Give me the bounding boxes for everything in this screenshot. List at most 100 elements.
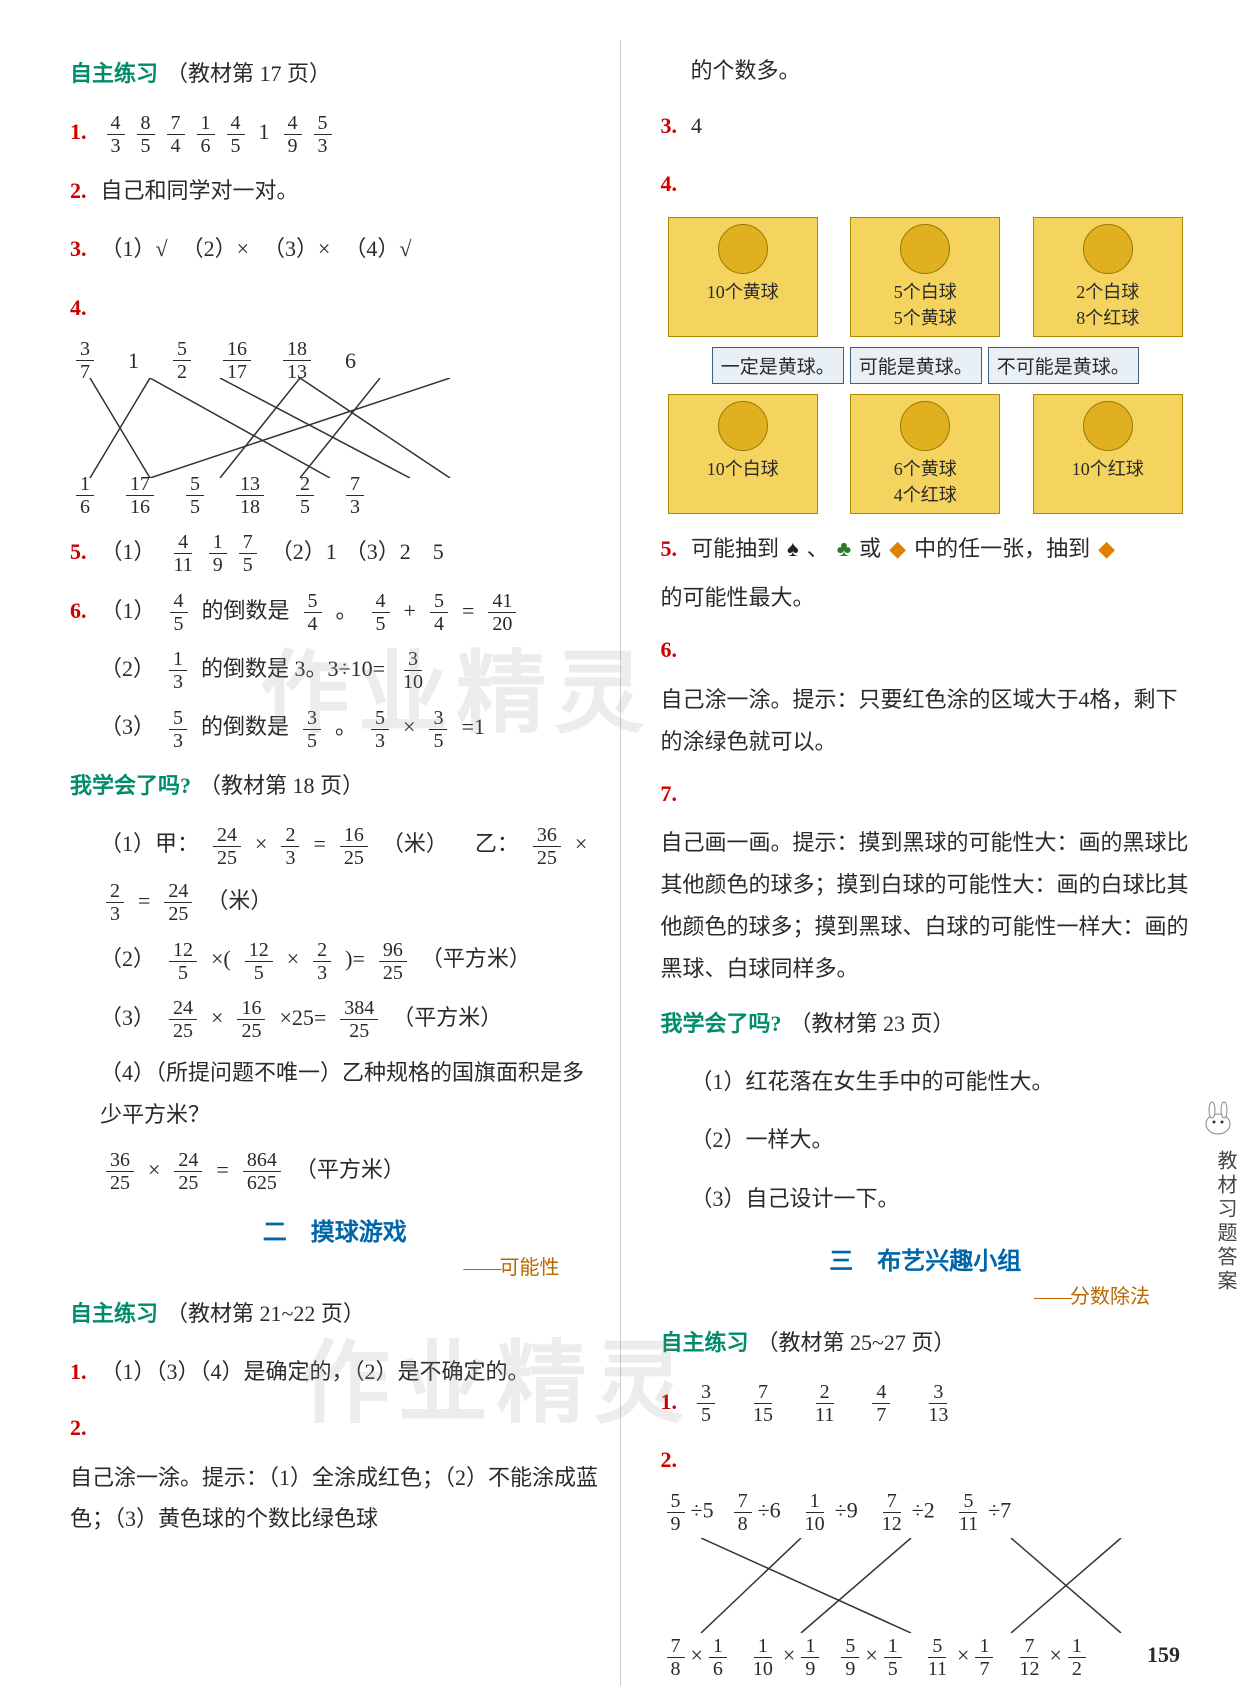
fraction: 864625 (243, 1149, 281, 1194)
ball-icon (718, 401, 768, 451)
fraction: 1716 (126, 473, 154, 518)
fraction: 411 (170, 531, 197, 576)
fraction: 3625 (106, 1149, 134, 1194)
fraction: 125 (169, 939, 197, 984)
fraction: 37 (76, 338, 94, 383)
c1: 1. 35 715 211 47 313 (661, 1378, 1191, 1426)
sec4-title: 我学会了吗? (661, 1000, 782, 1048)
q1-num: 1. (70, 108, 87, 156)
r7: 7. 自己画一画。提示：摸到黑球的可能性大：画的黑球比其他颜色的球多；摸到白球的… (661, 773, 1191, 990)
right-column: 的个数多。 3. 4 4. 10个黄球5个白球5个黄球2个白球8个红球 一定是黄… (661, 40, 1191, 1686)
ball-icon (900, 401, 950, 451)
fraction: 53 (371, 707, 389, 752)
fraction: 1813 (283, 338, 311, 383)
page-number: 159 (1147, 1642, 1180, 1668)
fraction: 2425 (174, 1149, 202, 1194)
fraction: 511 (924, 1635, 951, 1680)
q5: 5. （1） 4111975 （2）1 （3）2 5 (70, 528, 600, 576)
label-cell: 一定是黄球。 (712, 347, 844, 384)
fraction: 78 (734, 1490, 752, 1535)
q3: 3. （1）√（2）×（3）×（4）√ (70, 225, 600, 273)
fraction: 2425 (213, 824, 241, 869)
s4-1: （1）红花落在女生手中的可能性大。 (661, 1058, 1191, 1106)
ball-box: 2个白球8个红球 (1033, 217, 1183, 337)
ball-box: 10个黄球 (668, 217, 818, 337)
fraction: 9625 (379, 939, 407, 984)
fraction: 12 (1068, 1635, 1086, 1680)
q1: 1. 4385741645 1 4953 (70, 108, 600, 156)
ball-icon (1083, 401, 1133, 451)
s4-2: （2）一样大。 (661, 1116, 1191, 1164)
ball-icon (1083, 224, 1133, 274)
fraction: 19 (209, 531, 227, 576)
ball-icon (900, 224, 950, 274)
fraction: 55 (186, 473, 204, 518)
sec2-ref: （教材第 18 页） (199, 762, 364, 810)
fraction: 53 (169, 707, 187, 752)
sec2-title: 我学会了吗? (70, 762, 191, 810)
chap3-sub: 分数除法 (661, 1280, 1191, 1309)
fraction: 1625 (237, 997, 265, 1042)
fraction: 45 (372, 590, 390, 635)
l5: 3625× 2425= 864625（平方米） (70, 1146, 600, 1194)
sec3-title: 自主练习 (70, 1290, 158, 1338)
fraction: 74 (167, 112, 185, 157)
sec1-ref: （教材第 17 页） (166, 50, 331, 98)
s3-2: 2. 自己涂一涂。提示：（1）全涂成红色；（2）不能涂成蓝色；（3）黄色球的个数… (70, 1407, 600, 1540)
s3-1: 1. （1）（3）（4）是确定的，（2）是不确定的。 (70, 1348, 600, 1396)
fraction: 1625 (340, 824, 368, 869)
s4-3: （3）自己设计一下。 (661, 1175, 1191, 1223)
fraction: 1617 (223, 338, 251, 383)
fraction: 16 (197, 112, 215, 157)
fraction: 110 (749, 1635, 777, 1680)
fraction: 78 (667, 1635, 685, 1680)
r5: 5. 可能抽到 ♠、 ♣ 或 ◆ 中的任一张，抽到 ◆ 的可能性最大。 (661, 528, 1191, 620)
fraction: 16 (76, 473, 94, 518)
label-cell: 可能是黄球。 (850, 347, 982, 384)
bunny-icon (1200, 1100, 1236, 1136)
fraction: 59 (667, 1490, 685, 1535)
box-diagram: 10个黄球5个白球5个黄球2个白球8个红球 一定是黄球。可能是黄球。不可能是黄球… (661, 217, 1191, 514)
fraction: 17 (975, 1635, 993, 1680)
fraction: 3625 (533, 824, 561, 869)
fraction: 19 (801, 1635, 819, 1680)
fraction: 43 (107, 112, 125, 157)
fraction: 45 (227, 112, 245, 157)
fraction: 125 (245, 939, 273, 984)
ball-icon (718, 224, 768, 274)
spade-icon: ♠ (787, 528, 799, 570)
diamond-icon: ◆ (1098, 528, 1115, 570)
fraction: 73 (346, 473, 364, 518)
fraction: 313 (924, 1381, 952, 1426)
sec3-ref: （教材第 21~22 页） (166, 1290, 365, 1338)
fraction: 712 (1015, 1635, 1043, 1680)
diamond-icon: ◆ (889, 528, 906, 570)
q2: 2. 自己和同学对一对。 (70, 167, 600, 215)
chap2-sub: 可能性 (70, 1251, 600, 1280)
c2-cross: 59÷578÷6110÷9712÷2511÷7 78×16110×1959×15… (661, 1490, 1191, 1680)
l4: （4）（所提问题不唯一）乙种规格的国旗面积是多少平方米？ (70, 1052, 600, 1136)
fraction: 38425 (340, 997, 378, 1042)
ball-box: 10个白球 (668, 394, 818, 514)
fraction: 59 (841, 1635, 859, 1680)
fraction: 25 (296, 473, 314, 518)
fraction: 54 (430, 590, 448, 635)
fraction: 23 (281, 824, 299, 869)
fraction: 310 (399, 648, 427, 693)
chap2-title: 二 摸球游戏 (70, 1212, 600, 1247)
fraction: 4120 (488, 590, 516, 635)
r6: 6. 自己涂一涂。提示：只要红色涂的区域大于4格，剩下的涂绿色就可以。 (661, 629, 1191, 762)
fraction: 52 (173, 338, 191, 383)
sec5-title: 自主练习 (661, 1319, 749, 1367)
fraction: 1318 (236, 473, 264, 518)
q6-3: （3） 53 的倒数是 35。 53× 35=1 (70, 703, 600, 751)
fraction: 49 (284, 112, 302, 157)
fraction: 35 (697, 1381, 715, 1426)
fraction: 23 (106, 880, 124, 925)
label-cell: 不可能是黄球。 (988, 347, 1139, 384)
fraction: 54 (304, 590, 322, 635)
fraction: 53 (314, 112, 332, 157)
fraction: 35 (429, 707, 447, 752)
fraction: 85 (137, 112, 155, 157)
club-icon: ♣ (837, 528, 851, 570)
